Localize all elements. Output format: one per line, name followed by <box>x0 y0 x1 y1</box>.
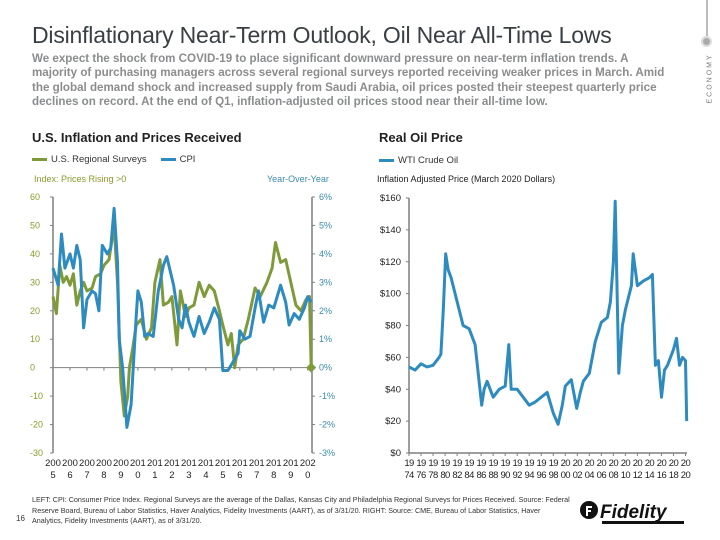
surveys-line <box>51 223 313 418</box>
x-tick-label: 200 8 <box>96 458 112 481</box>
y2-tick-label: -1% <box>319 391 335 401</box>
y2-tick-label: 2% <box>319 306 332 316</box>
x-tick-label: 200 5 <box>45 458 61 481</box>
oil-x-tick-label: 19 88 <box>488 458 498 481</box>
oil-x-tick-label: 20 20 <box>681 458 691 481</box>
legend-swatch-surveys <box>32 158 47 161</box>
oil-x-tick-label: 19 90 <box>500 458 510 481</box>
y-tick-label: 40 <box>30 249 40 259</box>
x-tick-label: 201 7 <box>249 458 265 481</box>
x-tick-label: 201 9 <box>283 458 299 481</box>
page-title: Disinflationary Near-Term Outlook, Oil N… <box>32 22 612 48</box>
oil-x-tick-label: 20 02 <box>573 458 583 481</box>
oil-x-tick-label: 20 00 <box>561 458 571 481</box>
y2-tick-label: 5% <box>319 220 332 230</box>
footnote: LEFT: CPI: Consumer Price Index. Regiona… <box>32 495 570 525</box>
oil-x-tick-label: 19 76 <box>416 458 426 481</box>
surveys-latest-marker <box>306 362 317 373</box>
cpi-line <box>51 206 313 429</box>
oil-x-tick-label: 20 12 <box>633 458 643 481</box>
x-tick-label: 201 5 <box>215 458 231 481</box>
x-tick-label: 201 3 <box>181 458 197 481</box>
y2-tick-label: -3% <box>319 448 335 458</box>
y-tick-label: 60 <box>30 192 40 202</box>
oil-y-tick-label: $80 <box>385 321 401 332</box>
y2-tick-label: -2% <box>319 420 335 430</box>
right-y-axis-label: Year-Over-Year <box>267 174 329 184</box>
x-tick-label: 202 0 <box>300 458 316 481</box>
oil-y-tick-label: $160 <box>380 193 401 204</box>
y-tick-label: -30 <box>30 448 43 458</box>
oil-x-tick-label: 20 04 <box>585 458 595 481</box>
y-tick-label: 0 <box>30 363 35 373</box>
right-chart-title: Real Oil Price <box>379 130 463 145</box>
oil-y-axis-label: Inflation Adjusted Price (March 2020 Dol… <box>377 174 556 184</box>
oil-x-tick-label: 19 86 <box>476 458 486 481</box>
oil-y-tick-label: $120 <box>380 257 401 268</box>
oil-x-tick-label: 20 14 <box>645 458 655 481</box>
y-tick-label: -20 <box>30 420 43 430</box>
oil-x-tick-label: 19 94 <box>525 458 535 481</box>
legend-label-wti: WTI Crude Oil <box>398 155 459 166</box>
y-tick-label: 50 <box>30 220 40 230</box>
oil-y-tick-label: $0 <box>390 448 401 459</box>
x-tick-label: 201 4 <box>198 458 214 481</box>
oil-x-tick-label: 20 10 <box>621 458 631 481</box>
oil-x-tick-label: 19 84 <box>464 458 474 481</box>
oil-y-tick-label: $100 <box>380 289 401 300</box>
oil-x-tick-label: 20 16 <box>657 458 667 481</box>
x-tick-label: 200 6 <box>62 458 78 481</box>
oil-x-tick-label: 20 08 <box>609 458 619 481</box>
oil-x-tick-label: 19 78 <box>428 458 438 481</box>
legend-swatch-cpi <box>160 158 176 161</box>
oil-x-tick-label: 19 82 <box>452 458 462 481</box>
legend-swatch-wti <box>379 159 394 162</box>
y2-tick-label: 4% <box>319 249 332 259</box>
intro-paragraph: We expect the shock from COVID-19 to pla… <box>32 52 665 109</box>
x-tick-label: 201 8 <box>266 458 282 481</box>
y-tick-label: -10 <box>30 391 43 401</box>
x-tick-label: 201 2 <box>164 458 180 481</box>
oil-y-tick-label: $60 <box>385 352 401 363</box>
left-y-axis-label: Index: Prices Rising >0 <box>34 174 127 184</box>
legend-label-cpi: CPI <box>179 154 196 165</box>
right-legend: WTI Crude Oil <box>379 155 458 166</box>
side-nav-dot-icon[interactable] <box>701 36 712 47</box>
oil-x-tick-label: 19 80 <box>440 458 450 481</box>
y-tick-label: 30 <box>30 277 40 287</box>
x-tick-label: 200 9 <box>113 458 129 481</box>
wti-line <box>408 199 689 426</box>
x-tick-label: 201 1 <box>147 458 163 481</box>
page-number: 16 <box>16 514 25 523</box>
left-chart-title: U.S. Inflation and Prices Received <box>32 130 242 145</box>
oil-x-tick-label: 19 98 <box>549 458 559 481</box>
svg-text:Fidelity: Fidelity <box>600 502 668 523</box>
y2-tick-label: 6% <box>319 192 332 202</box>
left-legend: U.S. Regional Surveys CPI <box>32 154 195 165</box>
legend-label-surveys: U.S. Regional Surveys <box>51 154 147 165</box>
oil-x-tick-label: 20 18 <box>669 458 679 481</box>
oil-y-tick-label: $40 <box>385 384 401 395</box>
oil-x-tick-label: 19 92 <box>513 458 523 481</box>
y-tick-label: 20 <box>30 306 40 316</box>
y-tick-label: 10 <box>30 334 40 344</box>
y2-tick-label: 0% <box>319 363 332 373</box>
x-tick-label: 200 7 <box>79 458 95 481</box>
y2-tick-label: 1% <box>319 334 332 344</box>
oil-x-tick-label: 19 96 <box>537 458 547 481</box>
oil-x-tick-label: 20 06 <box>597 458 607 481</box>
oil-y-tick-label: $140 <box>380 225 401 236</box>
y2-tick-label: 3% <box>319 277 332 287</box>
fidelity-logo: Fidelity <box>578 498 690 526</box>
oil-x-tick-label: 19 74 <box>404 458 414 481</box>
x-tick-label: 201 6 <box>232 458 248 481</box>
oil-y-tick-label: $20 <box>385 416 401 427</box>
x-tick-label: 201 0 <box>130 458 146 481</box>
side-nav-line <box>706 0 708 42</box>
